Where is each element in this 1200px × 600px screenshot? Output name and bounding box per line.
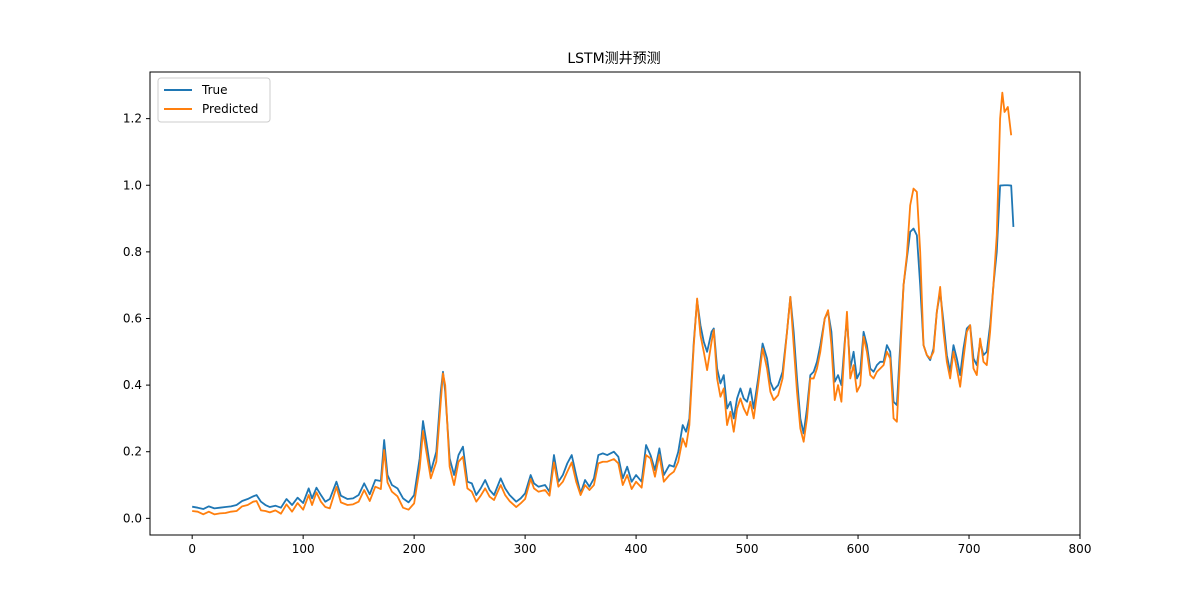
x-tick-label: 400 [625,542,648,556]
y-tick-label: 0.2 [123,445,142,459]
x-tick-label: 100 [292,542,315,556]
x-tick-label: 700 [958,542,981,556]
chart-title: LSTM测井预测 [567,51,660,67]
plot-frame [149,71,1081,536]
legend-label-true: True [201,83,228,97]
x-tick-label: 800 [1069,542,1092,556]
y-tick-label: 1.2 [123,112,142,126]
y-tick-label: 0.0 [123,511,142,525]
y-tick-label: 0.6 [123,311,142,325]
series-line-true [192,184,1015,510]
x-axis: 0 100 200 300 400 500 600 700 800 [188,535,1091,556]
x-tick-label: 200 [403,542,426,556]
x-tick-label: 0 [188,542,196,556]
legend-label-predicted: Predicted [202,102,258,116]
x-tick-label: 600 [847,542,870,556]
x-tick-label: 500 [736,542,759,556]
series-line-predicted [192,91,1013,516]
y-axis: 0.0 0.2 0.4 0.6 0.8 1.0 1.2 [123,112,150,525]
legend: True Predicted [157,77,271,123]
plot-area [149,71,1081,536]
y-tick-label: 1.0 [123,178,142,192]
y-tick-label: 0.8 [123,245,142,259]
y-tick-label: 0.4 [123,378,142,392]
x-tick-label: 300 [514,542,537,556]
